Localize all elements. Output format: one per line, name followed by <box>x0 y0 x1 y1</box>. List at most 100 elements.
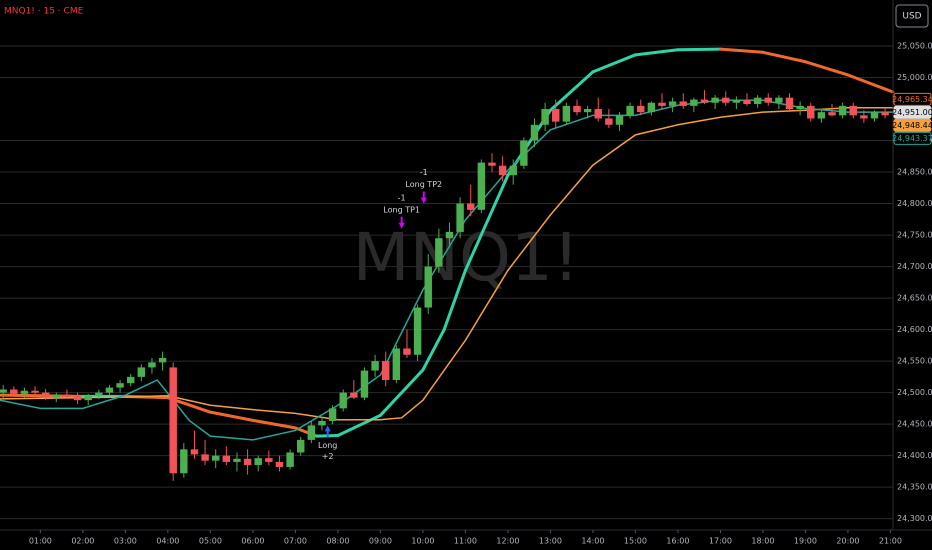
x-tick-label: 01:00 <box>29 537 52 546</box>
candle-body <box>10 389 18 394</box>
candle-body <box>73 396 82 401</box>
candle-body <box>700 99 709 103</box>
price-tag-label: 24,948.44 <box>892 121 932 130</box>
candle-body <box>190 449 199 455</box>
candle-body <box>796 105 804 110</box>
candle-body <box>328 408 337 421</box>
x-tick-label: 11:00 <box>454 537 477 546</box>
candle-body <box>679 101 687 106</box>
candle-body <box>392 348 401 381</box>
candle-body <box>180 449 188 474</box>
candle-body <box>52 394 61 398</box>
moving-average-segment <box>442 268 467 332</box>
moving-average-segment <box>761 50 807 64</box>
y-tick-label: 24,400.00 <box>897 451 932 460</box>
candle-body <box>849 105 857 116</box>
candle-body <box>732 99 741 103</box>
currency-button[interactable] <box>895 4 929 28</box>
candle-body <box>286 452 294 467</box>
currency-label[interactable]: USD <box>902 12 921 22</box>
x-tick-label: 19:00 <box>794 537 817 546</box>
candle-body <box>233 458 241 462</box>
candle-body <box>265 458 273 462</box>
signal-qty: -1 <box>398 193 406 202</box>
y-tick-label: 24,650.00 <box>897 294 932 303</box>
candle-body <box>637 105 645 113</box>
watermark: MNQ1! <box>353 219 580 296</box>
x-tick-label: 17:00 <box>709 537 732 546</box>
candle-body <box>296 439 305 453</box>
candle-body <box>339 392 347 409</box>
candle-body <box>488 162 496 166</box>
candle-body <box>743 99 751 104</box>
candle-body <box>658 102 666 106</box>
x-tick-label: 02:00 <box>71 537 94 546</box>
signal-label: Long TP1 <box>383 205 420 214</box>
candle-body <box>541 109 549 125</box>
x-tick-label: 21:00 <box>879 537 902 546</box>
moving-average-segment <box>251 418 297 430</box>
y-tick-label: 24,600.00 <box>897 325 932 334</box>
x-tick-label: 20:00 <box>836 537 859 546</box>
candle-body <box>137 367 146 377</box>
candle-body <box>413 307 422 355</box>
x-tick-label: 06:00 <box>241 537 264 546</box>
candle-body <box>498 165 507 176</box>
candle-body <box>403 348 411 355</box>
candle-body <box>424 266 432 308</box>
candle-body <box>647 102 656 113</box>
chart-title: MNQ1! · 15 · CME <box>4 7 84 17</box>
price-tag-label: 24,943.37 <box>892 134 932 143</box>
x-tick-label: 08:00 <box>326 537 349 546</box>
moving-average-segment <box>676 47 722 52</box>
candle-body <box>520 140 528 166</box>
price-tag-label: 24,965.34 <box>892 95 932 104</box>
moving-average-segment <box>633 48 680 57</box>
candle-body <box>562 105 571 122</box>
candle-body <box>626 105 634 116</box>
candle-body <box>41 392 50 398</box>
candle-body <box>711 97 719 103</box>
candle-body <box>753 97 762 104</box>
moving-average <box>0 107 893 421</box>
candle-body <box>775 97 783 103</box>
candle-body <box>445 231 454 239</box>
moving-average-segment <box>0 393 42 398</box>
candle-body <box>594 109 602 119</box>
signal-qty: +2 <box>322 452 334 461</box>
y-tick-label: 24,500.00 <box>897 388 932 397</box>
x-tick-label: 03:00 <box>114 537 137 546</box>
signal-label: Long <box>318 441 337 450</box>
x-tick-label: 05:00 <box>199 537 222 546</box>
x-tick-label: 10:00 <box>411 537 434 546</box>
candle-body <box>530 124 539 141</box>
candle-body <box>31 390 39 393</box>
candle-body <box>201 454 209 461</box>
price-tag <box>893 105 932 119</box>
moving-average-segment <box>803 60 850 77</box>
x-tick-label: 12:00 <box>496 537 519 546</box>
candle-body <box>870 112 879 119</box>
candle-body <box>552 109 560 122</box>
candle-body <box>690 99 698 106</box>
candle-body <box>583 109 592 113</box>
candle-body <box>307 425 316 440</box>
candle-body <box>477 162 486 210</box>
candle-body <box>860 115 868 119</box>
signal-qty: -1 <box>420 168 428 177</box>
candle-body <box>222 455 231 462</box>
candle-body <box>785 97 794 110</box>
candle-body <box>63 394 71 397</box>
signal-label: Long TP2 <box>405 180 442 189</box>
y-tick-label: 24,550.00 <box>897 357 932 366</box>
y-tick-label: 25,050.00 <box>897 42 932 51</box>
candle-body <box>467 203 475 210</box>
candle-body <box>158 357 167 363</box>
candle-body <box>828 112 836 116</box>
candle-body <box>382 361 390 381</box>
signal-arrow <box>398 216 405 229</box>
moving-average-segment <box>718 47 765 54</box>
candle-body <box>838 105 847 116</box>
